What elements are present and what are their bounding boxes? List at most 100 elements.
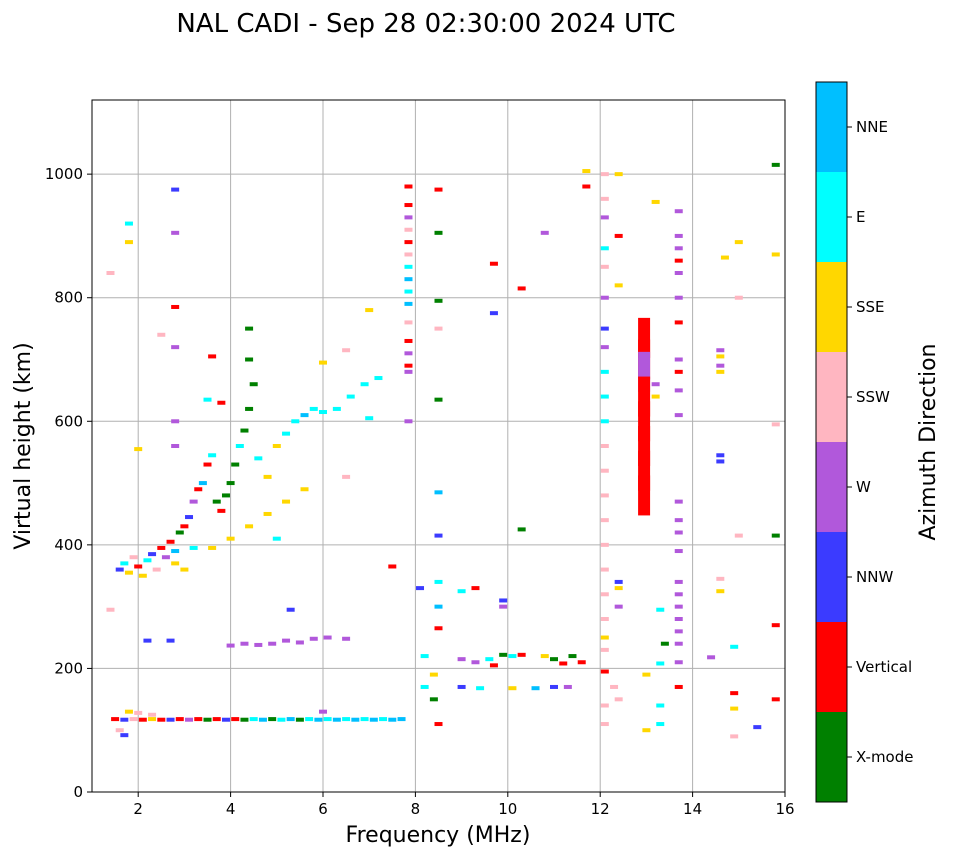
echo-point	[434, 397, 443, 402]
chart-title: NAL CADI - Sep 28 02:30:00 2024 UTC	[176, 9, 675, 39]
echo-point	[600, 542, 609, 547]
y-axis-ticks: 0 200 400 600 800 1000	[45, 165, 92, 801]
echo-point	[180, 567, 189, 572]
echo-point	[138, 717, 147, 722]
echo-point	[674, 641, 683, 646]
echo-point	[180, 524, 189, 529]
echo-point	[300, 487, 309, 492]
echo-point	[129, 717, 138, 722]
echo-point	[730, 734, 739, 739]
echo-point	[272, 536, 281, 541]
echo-point	[600, 567, 609, 572]
y-tick-label: 0	[73, 783, 83, 801]
echo-point	[360, 382, 369, 387]
echo-point	[651, 382, 660, 387]
echo-point	[489, 261, 498, 266]
echo-point	[563, 684, 572, 689]
echo-point	[434, 722, 443, 727]
echo-point	[508, 686, 517, 691]
echo-point	[674, 369, 683, 374]
echo-point	[323, 635, 332, 640]
echo-point	[771, 533, 780, 538]
echo-point	[600, 295, 609, 300]
echo-point	[656, 722, 665, 727]
echo-point	[148, 552, 157, 557]
x-tick-label: 14	[683, 800, 702, 818]
echo-point	[166, 638, 175, 643]
echo-point	[404, 215, 413, 220]
echo-point	[674, 499, 683, 504]
x-axis-label: Frequency (MHz)	[346, 823, 531, 848]
y-axis-label: Virtual height (km)	[11, 342, 36, 549]
echo-point	[171, 561, 180, 566]
echo-point	[660, 641, 669, 646]
echo-point	[134, 447, 143, 452]
echo-point	[374, 376, 383, 381]
y-tick-label: 800	[54, 289, 83, 307]
echo-point	[404, 363, 413, 368]
echo-point	[323, 717, 332, 722]
echo-point	[600, 722, 609, 727]
echo-point	[457, 657, 466, 662]
echo-point	[771, 697, 780, 702]
echo-point	[231, 462, 240, 467]
echo-point	[656, 607, 665, 612]
colorbar-category-label: NNW	[856, 568, 893, 586]
echo-point	[600, 703, 609, 708]
echo-point	[600, 215, 609, 220]
plot-frame	[91, 99, 786, 793]
echo-point	[674, 604, 683, 609]
x-tick-label: 6	[318, 800, 328, 818]
echo-point	[120, 561, 129, 566]
echo-point	[674, 629, 683, 634]
echo-point	[175, 717, 184, 722]
echo-point	[600, 345, 609, 350]
echo-point	[674, 592, 683, 597]
echo-point	[404, 351, 413, 356]
echo-point	[351, 717, 360, 722]
echo-point	[208, 354, 217, 359]
echo-point	[638, 475, 651, 516]
echo-point	[499, 598, 508, 603]
echo-point	[734, 240, 743, 245]
echo-point	[614, 579, 623, 584]
echo-point	[106, 607, 115, 612]
x-tick-label: 2	[133, 800, 143, 818]
echo-point	[194, 487, 203, 492]
echo-point	[674, 518, 683, 523]
colorbar-category-label: SSW	[856, 388, 890, 406]
echo-point	[198, 481, 207, 486]
echo-point	[600, 264, 609, 269]
echo-point	[499, 652, 508, 657]
echo-point	[404, 184, 413, 189]
echo-point	[258, 717, 267, 722]
echo-point	[120, 717, 129, 722]
echo-point	[734, 533, 743, 538]
echo-point	[434, 626, 443, 631]
echo-point	[517, 652, 526, 657]
echo-point	[134, 710, 143, 715]
echo-point	[642, 672, 651, 677]
echo-point	[734, 295, 743, 300]
echo-point	[249, 382, 258, 387]
echo-point	[434, 604, 443, 609]
echo-point	[272, 444, 281, 448]
series-7-9-mhz-column	[404, 184, 413, 424]
echo-point	[730, 706, 739, 711]
echo-point	[286, 717, 295, 722]
echo-point	[471, 660, 480, 665]
echo-point	[171, 230, 180, 235]
echo-point	[651, 199, 660, 204]
echo-point	[716, 363, 725, 368]
echo-point	[508, 654, 517, 659]
echo-point	[471, 586, 480, 591]
echo-point	[332, 406, 341, 411]
echo-point	[416, 586, 425, 591]
echo-point	[300, 413, 309, 418]
echo-point	[124, 570, 133, 575]
echo-point	[194, 717, 203, 722]
echo-point	[309, 406, 318, 411]
echo-point	[771, 422, 780, 427]
echo-point	[600, 369, 609, 374]
series-sparse-echoes	[106, 169, 623, 631]
